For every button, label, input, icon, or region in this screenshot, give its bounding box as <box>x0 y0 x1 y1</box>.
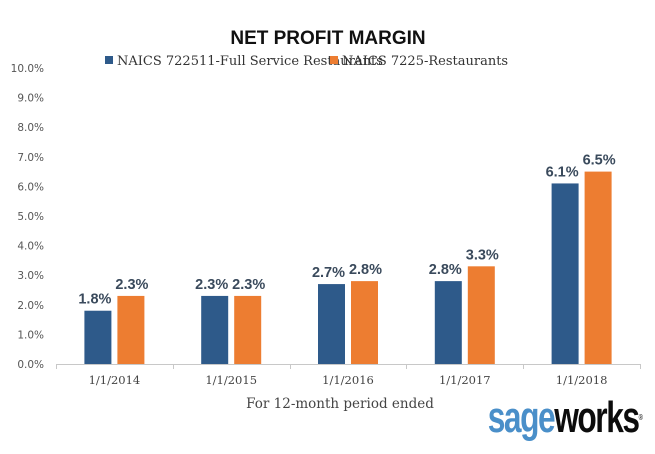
y-tick-label: 3.0% <box>17 270 44 282</box>
data-label: 3.3% <box>466 247 499 263</box>
bar-naics-722511 <box>201 295 229 364</box>
data-label: 2.8% <box>429 262 462 278</box>
legend: NAICS 722511-Full Service Restaurants NA… <box>105 54 508 69</box>
x-tick-label: 1/1/2015 <box>205 373 257 387</box>
y-tick-label: 2.0% <box>17 300 44 312</box>
data-label: 2.3% <box>195 277 228 293</box>
bar-naics-7225 <box>584 171 612 364</box>
data-label: 2.7% <box>312 265 345 281</box>
sageworks-logo: sageworks® <box>487 393 642 443</box>
x-axis-title: For 12-month period ended <box>246 396 434 412</box>
y-tick-label: 10.0% <box>11 63 44 75</box>
logo-part-sage: sage <box>487 393 555 442</box>
bars <box>84 171 612 364</box>
bar-naics-722511 <box>551 183 579 364</box>
legend-label-naics-7225: NAICS 7225-Restaurants <box>342 54 508 69</box>
x-axis: 1/1/2014 1/1/2015 1/1/2016 1/1/2017 1/1/2018 <box>56 364 641 387</box>
logo-registered-mark: ® <box>638 413 642 422</box>
data-label: 6.1% <box>546 164 579 180</box>
data-labels: 1.8%2.3% 2.3% 2.3%2.7% 2.8% 2.8%3.3%6.1%6.5% <box>78 153 615 308</box>
data-label: 2.8% <box>349 262 382 278</box>
y-tick-label: 5.0% <box>17 211 44 223</box>
data-label: 2.3% <box>115 277 148 293</box>
y-tick-label: 8.0% <box>17 122 44 134</box>
x-tick-label: 1/1/2017 <box>439 373 491 387</box>
bar-naics-7225 <box>117 295 145 364</box>
y-axis: 0.0% 1.0% 2.0% 3.0% 4.0% 5.0% 6.0% 7.0% 8.0% 9.0%… <box>11 63 44 371</box>
y-tick-label: 6.0% <box>17 181 44 193</box>
bar-naics-722511 <box>84 310 112 364</box>
legend-swatch-naics-722511 <box>105 56 113 64</box>
chart-title: NET PROFIT MARGIN <box>230 28 425 49</box>
x-tick-label: 1/1/2016 <box>322 373 374 387</box>
y-tick-label: 4.0% <box>17 241 44 253</box>
y-tick-label: 7.0% <box>17 152 44 164</box>
bar-naics-722511 <box>434 281 462 364</box>
x-tick-label: 1/1/2018 <box>556 373 608 387</box>
logo-part-works: works <box>553 393 640 442</box>
y-tick-label: 0.0% <box>17 359 44 371</box>
legend-swatch-naics-7225 <box>330 56 338 64</box>
bar-naics-7225 <box>351 281 378 364</box>
data-label: 2.3% <box>232 277 265 293</box>
bar-naics-7225 <box>467 266 495 364</box>
legend-label-naics-722511: NAICS 722511-Full Service Restaurants <box>117 54 383 69</box>
y-tick-label: 1.0% <box>17 329 44 341</box>
bar-naics-7225 <box>234 295 262 364</box>
x-tick-label: 1/1/2014 <box>89 373 141 387</box>
y-tick-label: 9.0% <box>17 93 44 105</box>
data-label: 6.5% <box>583 153 616 169</box>
bar-naics-722511 <box>318 284 345 364</box>
data-label: 1.8% <box>78 292 111 308</box>
